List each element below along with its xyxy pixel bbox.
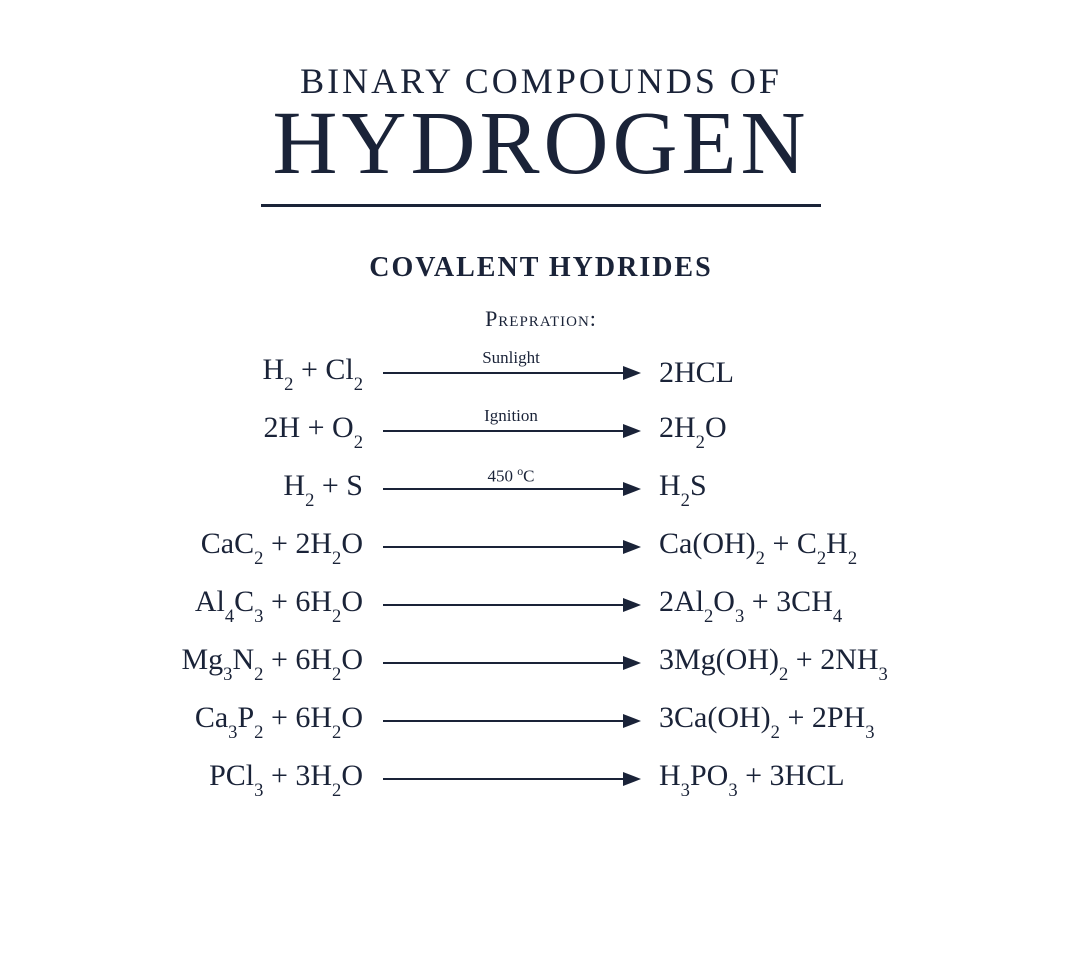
equation-rhs: H3PO3 + 3HCL <box>641 759 1001 798</box>
equation-row: Ca3P2 + 6H2O 3Ca(OH)2 + 2PH3 <box>81 692 1001 750</box>
equation-rhs: 2HCL <box>641 356 1001 390</box>
reaction-arrow <box>381 692 641 750</box>
equation-row: H2 + Cl2Sunlight 2HCL <box>81 344 1001 402</box>
arrow-condition: Ignition <box>381 406 641 426</box>
reaction-arrow <box>381 750 641 808</box>
arrow-condition: 450 oC <box>381 464 641 487</box>
equation-rhs: 2H2O <box>641 411 1001 450</box>
reaction-arrow <box>381 576 641 634</box>
title-line-2: HYDROGEN <box>0 97 1082 192</box>
equation-row: PCl3 + 3H2O H3PO3 + 3HCL <box>81 750 1001 808</box>
reaction-arrow: Ignition <box>381 402 641 460</box>
reaction-arrow <box>381 634 641 692</box>
equation-row: CaC2 + 2H2O Ca(OH)2 + C2H2 <box>81 518 1001 576</box>
equation-lhs: PCl3 + 3H2O <box>81 759 381 798</box>
reaction-arrow: 450 oC <box>381 460 641 518</box>
equation-row: Mg3N2 + 6H2O 3Mg(OH)2 + 2NH3 <box>81 634 1001 692</box>
arrow-condition: Sunlight <box>381 348 641 368</box>
equation-rhs: H2S <box>641 469 1001 508</box>
reaction-arrow <box>381 518 641 576</box>
page-header: BINARY COMPOUNDS OF HYDROGEN <box>0 60 1082 207</box>
section-title: COVALENT HYDRIDES <box>0 252 1082 284</box>
equation-rhs: 3Ca(OH)2 + 2PH3 <box>641 701 1001 740</box>
equations-container: H2 + Cl2Sunlight 2HCL2H + O2Ignition 2H2… <box>81 344 1001 808</box>
equation-rhs: 2Al2O3 + 3CH4 <box>641 585 1001 624</box>
equation-lhs: Al4C3 + 6H2O <box>81 585 381 624</box>
reaction-arrow: Sunlight <box>381 344 641 402</box>
equation-rhs: Ca(OH)2 + C2H2 <box>641 527 1001 566</box>
equation-row: H2 + S450 oC H2S <box>81 460 1001 518</box>
equation-row: 2H + O2Ignition 2H2O <box>81 402 1001 460</box>
equation-lhs: H2 + S <box>81 469 381 508</box>
equation-lhs: H2 + Cl2 <box>81 353 381 392</box>
equation-row: Al4C3 + 6H2O 2Al2O3 + 3CH4 <box>81 576 1001 634</box>
preparation-label: Prepration: <box>0 306 1082 332</box>
title-underline <box>261 204 821 207</box>
equation-lhs: 2H + O2 <box>81 411 381 450</box>
equation-lhs: Ca3P2 + 6H2O <box>81 701 381 740</box>
equation-lhs: Mg3N2 + 6H2O <box>81 643 381 682</box>
equation-lhs: CaC2 + 2H2O <box>81 527 381 566</box>
equation-rhs: 3Mg(OH)2 + 2NH3 <box>641 643 1001 682</box>
